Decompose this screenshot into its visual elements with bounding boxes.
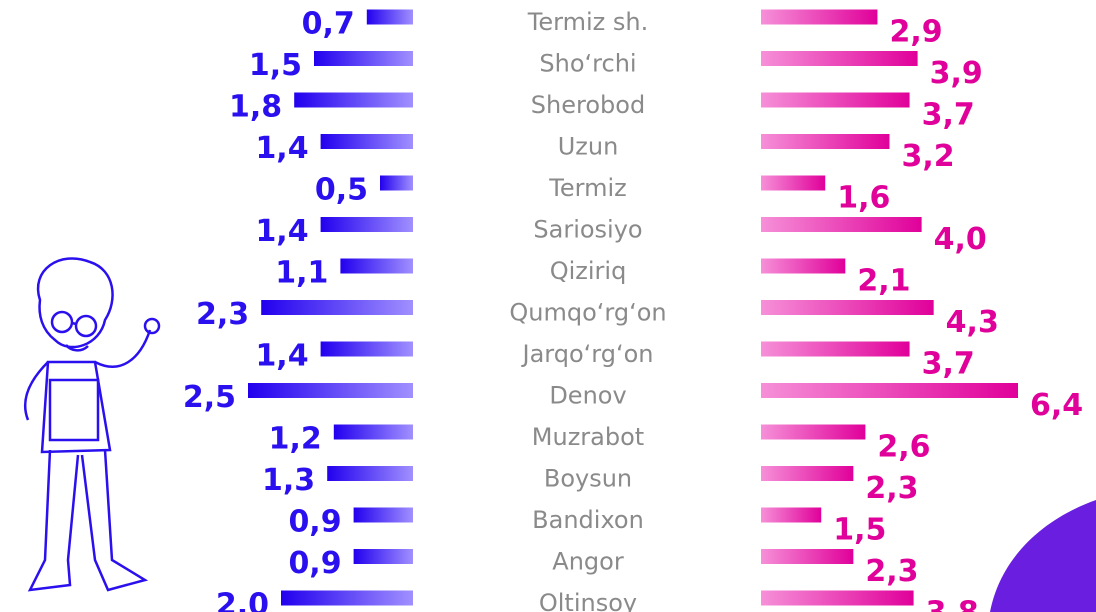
bar [761, 466, 854, 481]
bar [353, 549, 413, 564]
category-label: Sherobod [531, 91, 645, 119]
bar [320, 341, 413, 357]
bar [761, 92, 910, 108]
bar [761, 258, 846, 274]
bar [761, 383, 1018, 398]
bar [327, 466, 413, 481]
category-label: Qiziriq [550, 257, 627, 285]
bar [761, 51, 918, 66]
value-label: 1,1 [275, 256, 328, 291]
value-label: 2,3 [865, 471, 918, 506]
value-label: 1,4 [255, 131, 308, 166]
category-label: Angor [552, 548, 624, 576]
value-label: 2,0 [216, 588, 269, 612]
bar [761, 134, 890, 149]
decor-blob [990, 500, 1096, 612]
bar [333, 424, 413, 440]
category-label: Jarqo‘rg‘on [521, 340, 654, 368]
category-label: Muzrabot [532, 423, 644, 451]
value-label: 3,2 [902, 139, 955, 174]
value-label: 1,5 [249, 48, 302, 83]
value-label: 1,6 [837, 181, 890, 216]
bar [761, 424, 866, 440]
bar [320, 217, 413, 232]
category-label: Termiz sh. [527, 8, 648, 36]
bar [261, 300, 413, 315]
category-label: Oltinsoy [539, 589, 637, 612]
value-label: 3,7 [922, 98, 975, 133]
category-label: Sho‘rchi [539, 50, 636, 78]
value-label: 1,8 [229, 90, 282, 125]
value-label: 0,9 [288, 505, 341, 540]
bar [761, 341, 910, 357]
value-label: 1,3 [262, 463, 315, 498]
category-label: Uzun [558, 133, 619, 161]
value-label: 4,3 [946, 305, 999, 340]
bar [294, 92, 413, 108]
bar [340, 258, 413, 274]
bar [761, 175, 826, 191]
value-label: 2,3 [865, 554, 918, 589]
value-label: 1,4 [255, 214, 308, 249]
category-label: Qumqo‘rg‘on [509, 299, 666, 327]
bar [761, 300, 934, 315]
value-label: 1,5 [833, 513, 886, 548]
value-label: 2,1 [857, 264, 910, 299]
value-label: 4,0 [934, 222, 987, 257]
bar [281, 590, 413, 606]
bar [761, 507, 822, 523]
bar [366, 9, 413, 25]
value-label: 1,2 [269, 422, 322, 457]
category-label: Termiz [548, 174, 626, 202]
value-label: 2,5 [183, 380, 236, 415]
value-label: 3,9 [930, 56, 983, 91]
category-label: Sariosiyo [533, 216, 642, 244]
bar [761, 217, 922, 232]
value-label: 3,8 [926, 596, 979, 612]
bar [314, 51, 413, 66]
bar [353, 507, 413, 523]
value-label: 2,3 [196, 297, 249, 332]
value-label: 0,7 [302, 7, 355, 42]
bar [761, 549, 854, 564]
value-label: 6,4 [1030, 388, 1083, 423]
value-label: 0,9 [288, 546, 341, 581]
value-label: 1,4 [255, 339, 308, 374]
value-label: 2,9 [889, 15, 942, 50]
bar [761, 590, 914, 606]
value-label: 2,6 [877, 430, 930, 465]
bar [380, 175, 413, 191]
bar [761, 9, 878, 25]
bar [248, 383, 413, 398]
bar [320, 134, 413, 149]
category-label: Boysun [544, 465, 632, 493]
character [23, 257, 161, 592]
category-label: Bandixon [532, 506, 644, 534]
category-label: Denov [549, 382, 626, 410]
value-label: 3,7 [922, 347, 975, 382]
value-label: 0,5 [315, 173, 368, 208]
